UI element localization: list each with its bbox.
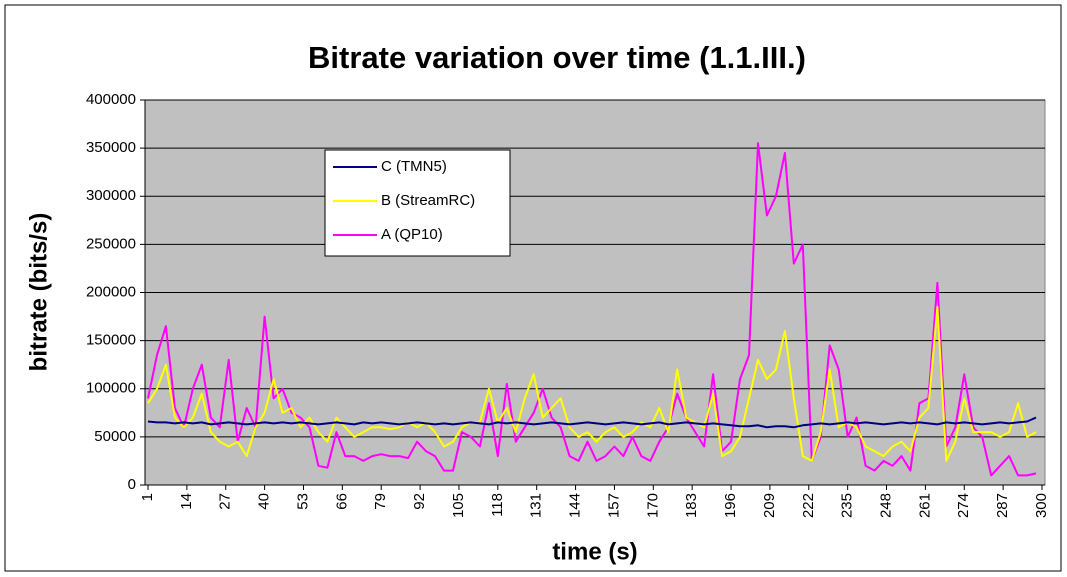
y-tick-label: 350000 [86,139,136,156]
x-tick-label: 66 [333,493,350,510]
y-tick-label: 400000 [86,91,136,108]
x-tick-label: 118 [489,493,506,517]
series-line [147,416,1037,429]
x-tick-label: 261 [916,493,933,518]
x-tick-label: 274 [955,493,972,518]
x-tick-label: 183 [683,493,700,518]
x-tick-label: 144 [567,493,584,518]
chart-title: Bitrate variation over time (1.1.III.) [308,40,806,75]
y-tick-label: 50000 [94,428,136,445]
x-tick-label: 92 [411,493,428,510]
x-tick-label: 287 [994,493,1011,518]
x-tick-label: 14 [178,493,195,510]
x-tick-label: 131 [528,493,545,518]
x-tick-label: 79 [372,493,389,510]
x-axis-title: time (s) [552,538,637,565]
x-tick-label: 300 [1033,493,1050,518]
y-tick-label: 100000 [86,380,136,397]
x-tick-label: 40 [256,493,273,510]
x-tick-label: 248 [877,493,894,518]
y-tick-label: 300000 [86,187,136,204]
x-tick-label: 196 [722,493,739,518]
x-tick-label: 157 [605,493,622,518]
y-tick-label: 200000 [86,283,136,300]
legend-label: A (QP10) [381,226,443,243]
legend: C (TMN5) B (StreamRC) A (QP10) [324,149,511,257]
x-tick-label: 27 [217,493,234,510]
x-tick-label: 105 [450,493,467,518]
y-tick-label: 0 [128,476,136,493]
x-tick-label: 235 [839,493,856,518]
x-tick-label: 222 [800,493,817,518]
x-tick-label: 170 [644,493,661,518]
y-axis-title: bitrate (bits/s) [25,213,52,372]
y-tick-label: 150000 [86,332,136,349]
legend-label: B (StreamRC) [381,192,475,209]
y-tick-label: 250000 [86,235,136,252]
x-tick-label: 209 [761,493,778,518]
series-line [147,305,1037,462]
legend-label: C (TMN5) [381,158,447,175]
x-tick-label: 53 [294,493,311,510]
series-line [147,142,1037,477]
x-tick-label: 1 [139,493,156,501]
